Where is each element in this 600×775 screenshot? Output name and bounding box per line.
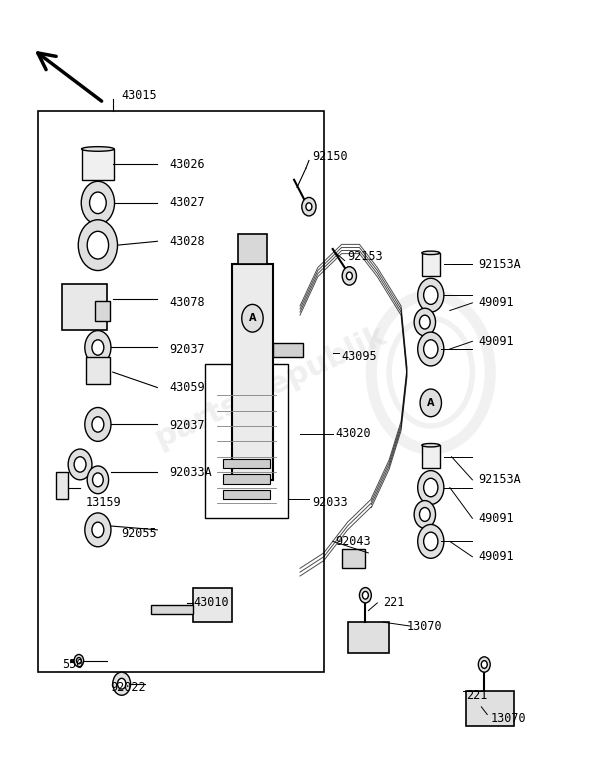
Ellipse shape — [82, 146, 114, 151]
Text: 49091: 49091 — [478, 335, 514, 348]
Text: 43015: 43015 — [122, 88, 157, 102]
Circle shape — [92, 473, 103, 487]
Circle shape — [92, 417, 104, 432]
Text: 49091: 49091 — [478, 296, 514, 309]
Text: A: A — [427, 398, 434, 408]
Circle shape — [78, 220, 118, 270]
Circle shape — [87, 466, 109, 494]
Text: 92150: 92150 — [312, 150, 347, 164]
Text: 43026: 43026 — [169, 158, 205, 170]
Circle shape — [118, 678, 126, 689]
Text: 221: 221 — [383, 597, 404, 609]
Text: 49091: 49091 — [478, 550, 514, 563]
Circle shape — [419, 315, 430, 329]
Circle shape — [359, 587, 371, 603]
Text: 92033: 92033 — [312, 497, 347, 509]
Text: 92153: 92153 — [347, 250, 383, 264]
Circle shape — [420, 389, 442, 417]
Circle shape — [481, 660, 487, 668]
Bar — [466, 691, 514, 726]
Circle shape — [89, 192, 106, 214]
Bar — [232, 264, 273, 480]
Text: 92153A: 92153A — [478, 258, 521, 271]
Bar — [86, 356, 110, 384]
Circle shape — [346, 272, 352, 280]
Bar — [151, 605, 193, 615]
Bar — [422, 253, 440, 276]
Bar — [82, 149, 114, 180]
Text: parts Republik: parts Republik — [150, 322, 390, 453]
Circle shape — [342, 267, 356, 285]
Circle shape — [76, 657, 81, 663]
Circle shape — [302, 198, 316, 216]
Circle shape — [85, 331, 111, 364]
Circle shape — [92, 339, 104, 355]
Circle shape — [113, 672, 131, 695]
Circle shape — [85, 513, 111, 547]
Text: 43010: 43010 — [193, 597, 229, 609]
Circle shape — [414, 308, 436, 336]
Circle shape — [92, 522, 104, 538]
Text: 92037: 92037 — [169, 419, 205, 432]
Circle shape — [419, 508, 430, 522]
Bar — [95, 301, 110, 321]
Text: 92055: 92055 — [122, 527, 157, 540]
Circle shape — [85, 408, 111, 441]
Bar — [422, 445, 440, 468]
Bar — [273, 343, 303, 356]
Text: 43027: 43027 — [169, 196, 205, 209]
Circle shape — [68, 449, 92, 480]
Text: 221: 221 — [466, 689, 488, 702]
Text: 43020: 43020 — [335, 427, 371, 440]
Bar — [223, 474, 270, 484]
Bar — [223, 490, 270, 499]
Text: 92022: 92022 — [110, 681, 145, 694]
Circle shape — [424, 286, 438, 305]
Bar — [62, 284, 107, 330]
Circle shape — [418, 278, 444, 312]
Text: A: A — [248, 313, 256, 323]
Text: 92037: 92037 — [169, 343, 205, 356]
Circle shape — [424, 478, 438, 497]
Bar — [38, 111, 324, 672]
Text: 49091: 49091 — [478, 512, 514, 525]
Bar — [56, 472, 68, 499]
Ellipse shape — [422, 443, 440, 447]
Text: 43059: 43059 — [169, 381, 205, 394]
Text: 43095: 43095 — [341, 350, 377, 363]
Text: 92153A: 92153A — [478, 474, 521, 487]
Circle shape — [74, 655, 83, 666]
Ellipse shape — [422, 251, 440, 254]
Text: 13070: 13070 — [490, 712, 526, 725]
Bar — [223, 459, 270, 468]
Circle shape — [81, 181, 115, 225]
Circle shape — [242, 305, 263, 332]
Text: 43028: 43028 — [169, 235, 205, 248]
Text: 550: 550 — [62, 658, 83, 671]
Bar — [238, 233, 268, 264]
Circle shape — [306, 203, 312, 211]
Circle shape — [414, 501, 436, 529]
Circle shape — [418, 332, 444, 366]
Circle shape — [424, 532, 438, 550]
Circle shape — [74, 456, 86, 472]
Bar — [341, 549, 365, 568]
Text: 13159: 13159 — [86, 497, 122, 509]
Text: 43078: 43078 — [169, 296, 205, 309]
Circle shape — [87, 231, 109, 259]
Circle shape — [424, 339, 438, 358]
Bar — [193, 587, 232, 622]
Circle shape — [478, 656, 490, 672]
Bar — [205, 364, 288, 518]
Text: 92033A: 92033A — [169, 466, 212, 479]
Bar — [347, 622, 389, 653]
Circle shape — [362, 591, 368, 599]
Circle shape — [418, 470, 444, 505]
Text: 13070: 13070 — [407, 619, 443, 632]
Text: 92043: 92043 — [335, 535, 371, 548]
Circle shape — [418, 525, 444, 558]
